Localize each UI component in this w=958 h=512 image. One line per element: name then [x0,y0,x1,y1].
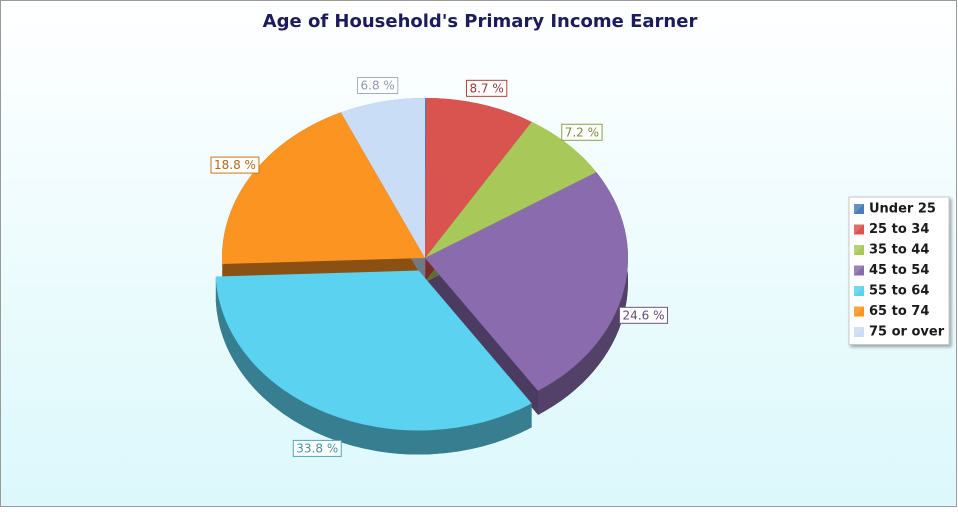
slice [425,98,532,258]
legend-swatch [854,306,864,317]
data-label: 33.8 % [296,441,338,455]
slice-side [538,172,628,415]
data-label: 7.2 % [565,125,599,139]
legend-swatch [854,204,864,214]
slice [222,112,425,265]
data-label-box [561,123,603,141]
data-label-box [357,77,399,95]
legend-box [848,196,950,345]
legend-label: 35 to 44 [869,243,929,258]
slice-side [215,276,532,455]
legend-swatch [854,265,864,276]
slice [215,270,532,431]
legend-label: 45 to 54 [869,263,929,278]
legend-swatch [854,327,864,337]
data-label-box [292,439,342,457]
pie: 8.7 % 7.2 % 24.6 % 33.8 % 18.8 % 6.8 % [210,77,668,457]
legend-swatch [854,245,864,255]
chart-title: Age of Household's Primary Income Earner [263,11,698,32]
legend: Under 25 25 to 34 35 to 44 45 to 54 55 to 64… [848,196,950,345]
legend-swatch [854,224,864,235]
data-label-box [210,156,260,174]
slice [425,172,628,391]
slice [340,98,425,258]
data-label: 24.6 % [623,308,665,322]
legend-label: 65 to 74 [869,304,929,319]
legend-label: Under 25 [869,202,936,217]
data-label-box [465,79,508,97]
data-label-box [619,306,668,324]
data-label: 6.8 % [361,79,395,93]
slice [425,121,597,258]
slice [425,98,427,258]
legend-label: 25 to 34 [869,222,929,237]
legend-swatch [854,286,864,296]
data-label: 8.7 % [469,81,503,95]
data-label: 18.8 % [214,158,256,172]
legend-label: 55 to 64 [869,284,929,299]
legend-label: 75 or over [869,325,945,340]
